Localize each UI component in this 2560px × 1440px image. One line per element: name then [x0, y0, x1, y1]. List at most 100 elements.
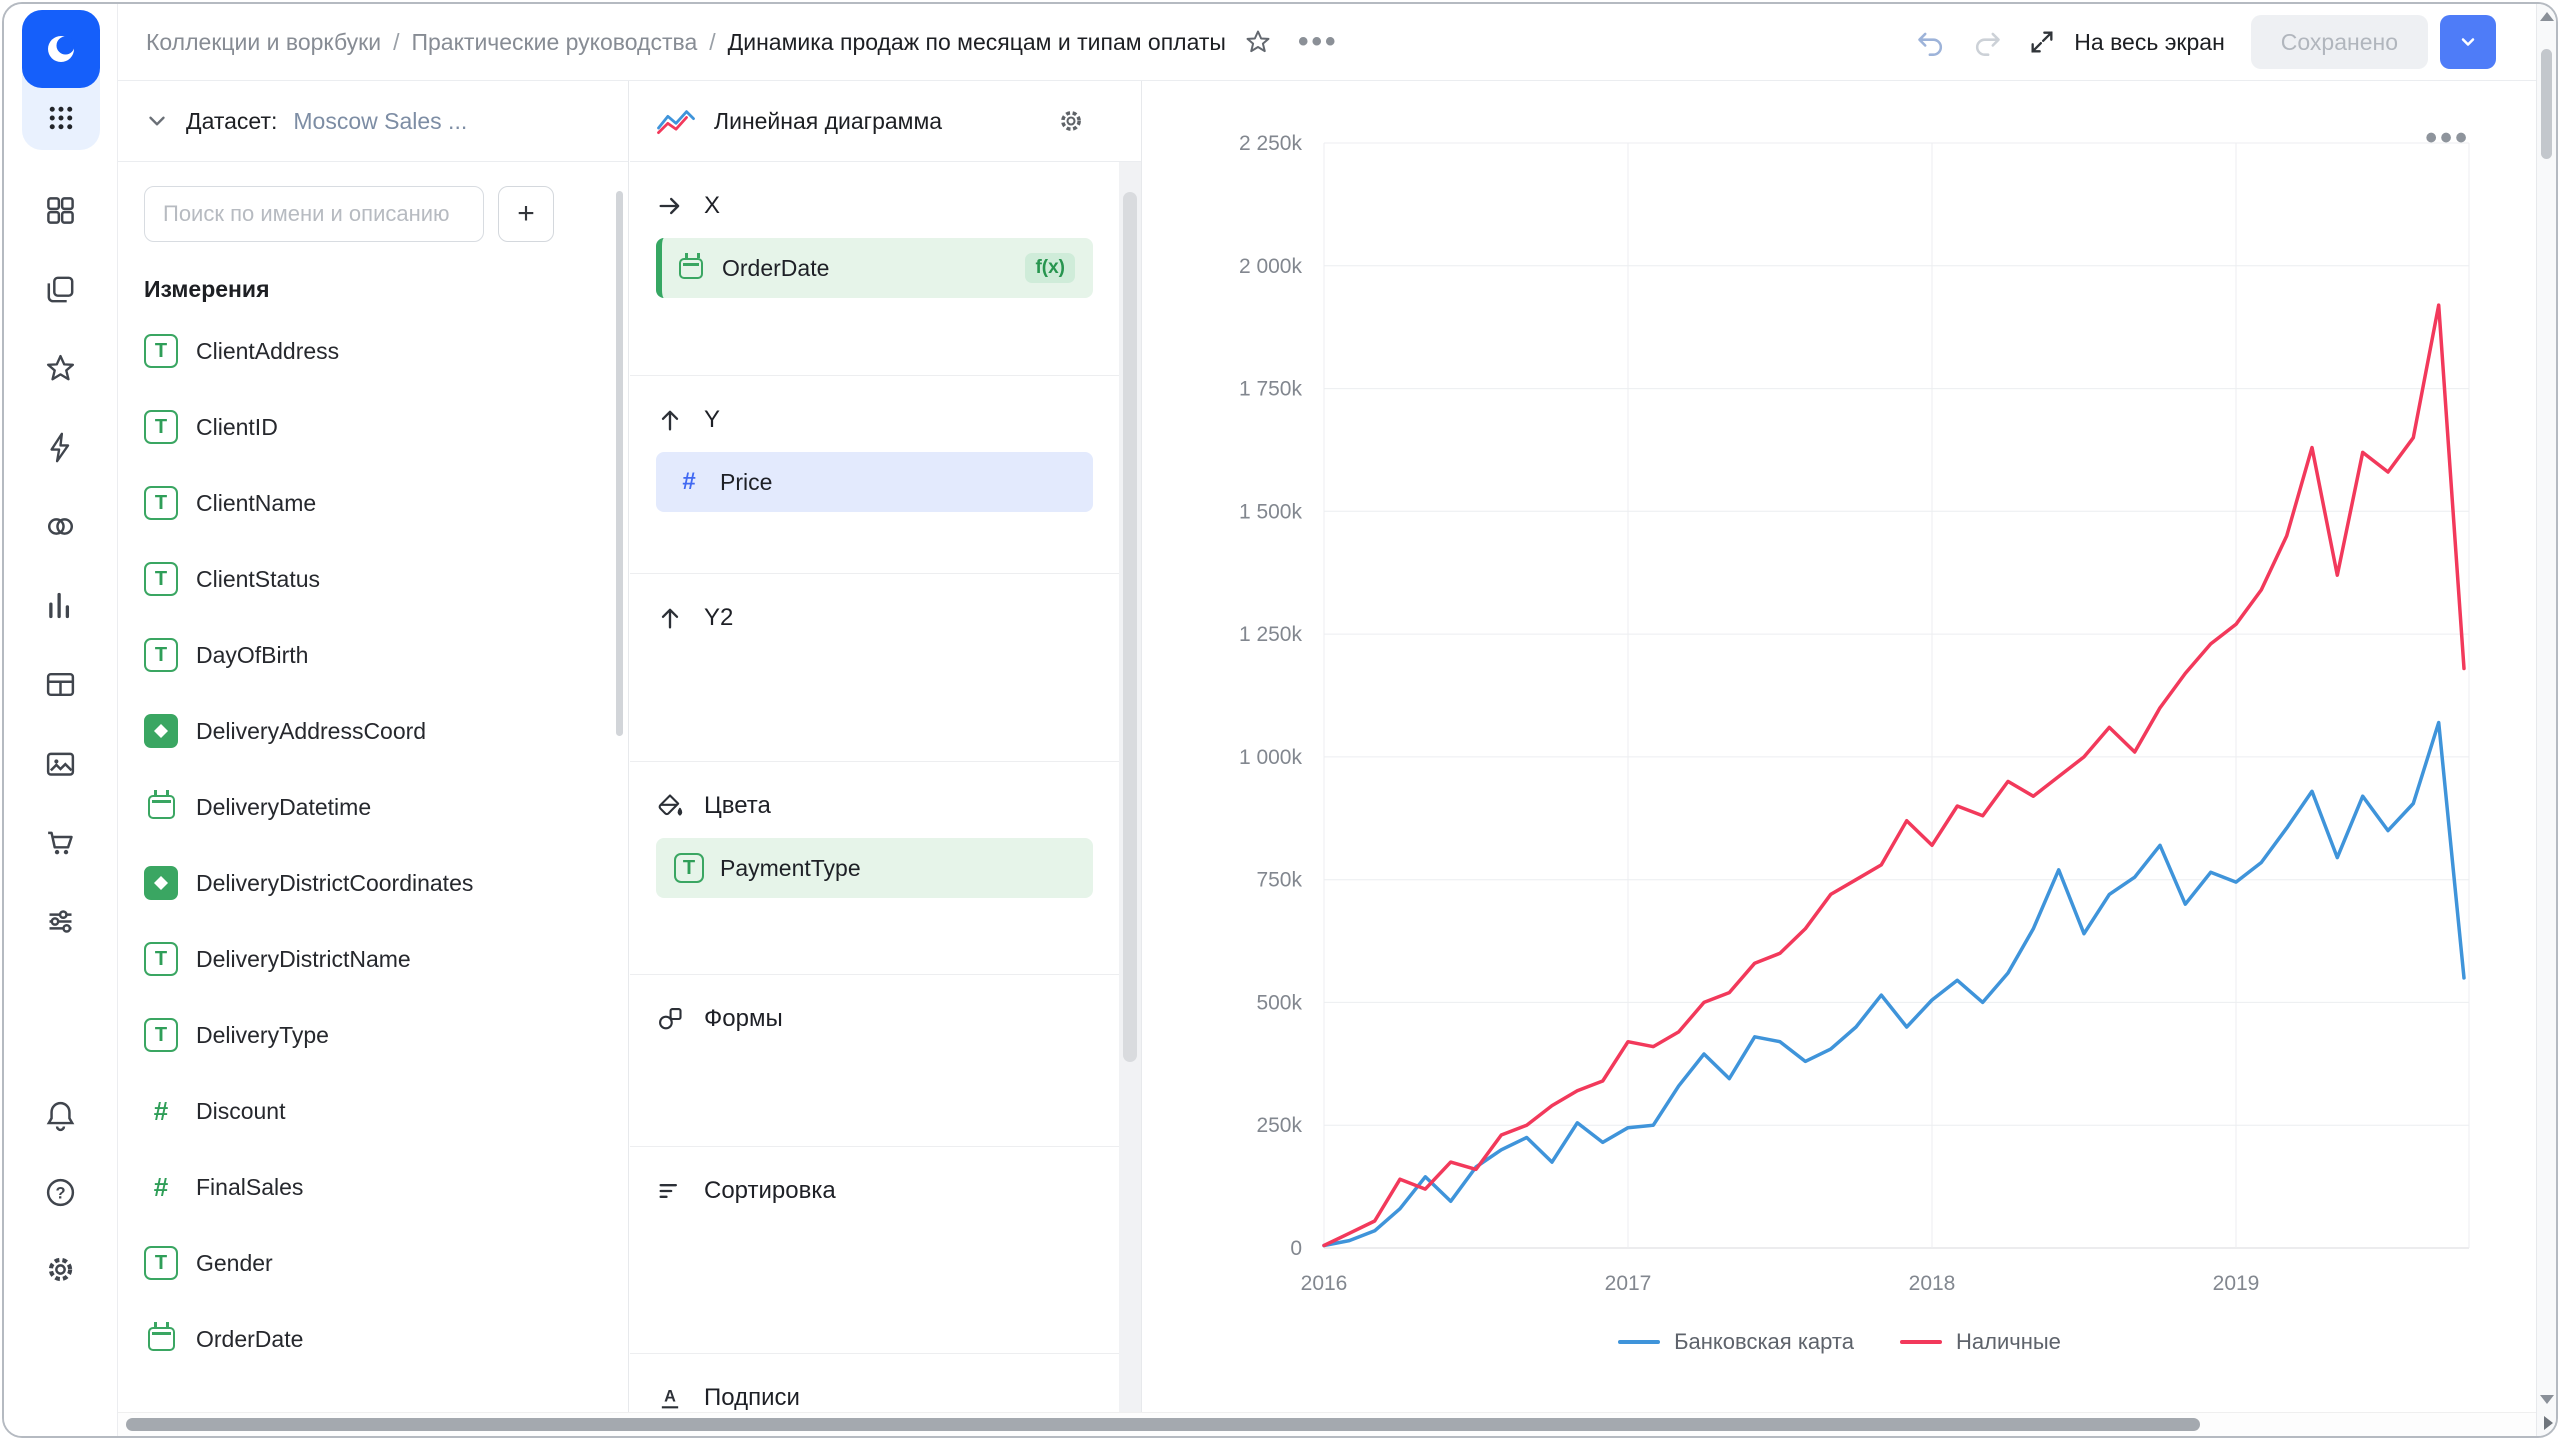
svg-text:2019: 2019	[2213, 1272, 2260, 1295]
field-item-ClientAddress[interactable]: T ClientAddress	[118, 313, 628, 389]
legend-line-sample	[1618, 1340, 1661, 1344]
topbar-actions: На весь экран Сохранено	[1916, 15, 2496, 69]
rail-nav	[44, 194, 77, 938]
field-item-Gender[interactable]: T Gender	[118, 1225, 628, 1301]
svg-text:0: 0	[1290, 1237, 1302, 1260]
section-x: X OrderDate f(x)	[630, 162, 1141, 376]
svg-text:750k: 750k	[1256, 869, 1302, 892]
legend-item[interactable]: Банковская карта	[1618, 1329, 1854, 1355]
chart-menu-icon[interactable]: •••	[2425, 119, 2470, 157]
number-field-icon: #	[153, 1171, 169, 1202]
page-title: Динамика продаж по месяцам и типам оплат…	[727, 28, 1226, 55]
notifications-bell-icon[interactable]	[44, 1099, 77, 1132]
vertical-scrollbar[interactable]	[2536, 4, 2556, 1436]
field-item-OrderDate[interactable]: OrderDate	[118, 1301, 628, 1377]
svg-text:1 000k: 1 000k	[1239, 746, 1303, 769]
field-item-DeliveryAddressCoord[interactable]: DeliveryAddressCoord	[118, 693, 628, 769]
chart-svg: 2 250k 2 000k 1 750k 1 500k 1 250k 1 000k 750k…	[1143, 81, 2536, 1326]
add-field-button[interactable]: +	[498, 186, 554, 242]
dataset-name-link[interactable]: Moscow Sales ...	[293, 107, 468, 134]
help-icon[interactable]: ?	[44, 1176, 77, 1209]
topbar: Коллекции и воркбуки / Практические руко…	[118, 4, 2536, 81]
vertical-scrollbar-thumb[interactable]	[2541, 49, 2552, 159]
section-y2: Y2	[630, 574, 1141, 762]
quick-actions-bolt-icon[interactable]	[44, 431, 77, 464]
fullscreen-label[interactable]: На весь экран	[2074, 28, 2225, 55]
arrow-up-icon	[656, 406, 684, 434]
breadcrumb-collections[interactable]: Коллекции и воркбуки	[146, 28, 382, 55]
breadcrumb-separator: /	[393, 28, 400, 55]
charts-bars-icon[interactable]	[44, 589, 77, 622]
field-item-FinalSales[interactable]: # FinalSales	[118, 1149, 628, 1225]
text-field-icon: T	[144, 1018, 178, 1052]
config-scrollbar-thumb[interactable]	[1123, 192, 1137, 1062]
svg-text:2018: 2018	[1909, 1272, 1956, 1295]
field-pill-OrderDate[interactable]: OrderDate f(x)	[656, 238, 1093, 298]
dataset-scrollbar[interactable]	[616, 191, 623, 736]
rail-bottom: ?	[44, 1099, 77, 1286]
text-field-icon: T	[144, 942, 178, 976]
svg-text:?: ?	[55, 1185, 65, 1203]
apps-grid-icon[interactable]	[41, 98, 81, 138]
field-item-DeliveryType[interactable]: T DeliveryType	[118, 997, 628, 1073]
scroll-right-arrow-icon[interactable]	[2544, 1416, 2553, 1430]
field-item-DeliveryDistrictName[interactable]: T DeliveryDistrictName	[118, 921, 628, 997]
left-rail: ?	[4, 4, 118, 1436]
config-scrollbar-track[interactable]	[1119, 162, 1141, 1436]
svg-text:1 750k: 1 750k	[1239, 378, 1303, 401]
datalens-logo[interactable]	[21, 10, 100, 88]
scroll-down-arrow-icon[interactable]	[2540, 1395, 2554, 1404]
files-image-icon[interactable]	[44, 747, 77, 780]
date-field-icon	[144, 790, 178, 824]
fullscreen-icon[interactable]	[2028, 28, 2056, 56]
labels-icon: A	[656, 1384, 684, 1412]
field-item-DayOfBirth[interactable]: T DayOfBirth	[118, 617, 628, 693]
chevron-down-icon[interactable]	[144, 108, 170, 134]
horizontal-scrollbar-thumb[interactable]	[126, 1418, 2200, 1431]
geo-field-icon	[144, 714, 178, 748]
chart-settings-gear-icon[interactable]	[1057, 107, 1085, 135]
legend-item[interactable]: Наличные	[1899, 1329, 2061, 1355]
scroll-up-arrow-icon[interactable]	[2540, 12, 2554, 21]
svg-text:2017: 2017	[1605, 1272, 1652, 1295]
legend-line-sample	[1899, 1340, 1942, 1344]
section-shapes: Формы	[630, 975, 1141, 1147]
field-item-DeliveryDatetime[interactable]: DeliveryDatetime	[118, 769, 628, 845]
field-item-DeliveryDistrictCoordinates[interactable]: DeliveryDistrictCoordinates	[118, 845, 628, 921]
datasets-venn-icon[interactable]	[44, 510, 77, 543]
redo-icon[interactable]	[1972, 28, 2002, 56]
field-item-ClientStatus[interactable]: T ClientStatus	[118, 541, 628, 617]
svg-text:250k: 250k	[1256, 1114, 1302, 1137]
chart-config-panel: Линейная диаграмма X OrderDate f(x) Y	[630, 81, 1142, 1436]
settings-gear-icon[interactable]	[44, 1253, 77, 1286]
field-item-ClientID[interactable]: T ClientID	[118, 389, 628, 465]
horizontal-scrollbar[interactable]	[118, 1412, 2536, 1436]
tables-icon[interactable]	[44, 668, 77, 701]
breadcrumb: Коллекции и воркбуки / Практические руко…	[146, 29, 1226, 56]
svg-text:1 500k: 1 500k	[1239, 500, 1303, 523]
svg-text:500k: 500k	[1256, 991, 1302, 1014]
field-pill-PaymentType[interactable]: T PaymentType	[656, 838, 1093, 898]
dataset-header: Датасет: Moscow Sales ...	[118, 81, 628, 162]
collections-icon[interactable]	[44, 273, 77, 306]
widgets-icon[interactable]	[44, 194, 77, 227]
paint-icon	[656, 792, 684, 820]
favorite-star-icon[interactable]	[1244, 28, 1272, 56]
more-menu-icon[interactable]: •••	[1297, 25, 1339, 58]
favorites-star-icon[interactable]	[44, 352, 77, 385]
field-item-ClientName[interactable]: T ClientName	[118, 465, 628, 541]
undo-icon[interactable]	[1916, 28, 1946, 56]
text-field-icon: T	[144, 334, 178, 368]
text-field-icon: T	[674, 853, 704, 883]
field-item-Discount[interactable]: # Discount	[118, 1073, 628, 1149]
chart-type-title[interactable]: Линейная диаграмма	[714, 107, 943, 134]
service-settings-sliders-icon[interactable]	[44, 905, 77, 938]
chart-panel: 2 250k 2 000k 1 750k 1 500k 1 250k 1 000k 750k…	[1143, 81, 2536, 1412]
save-dropdown-button[interactable]	[2440, 15, 2496, 69]
marketplace-cart-icon[interactable]	[44, 826, 77, 859]
saved-button[interactable]: Сохранено	[2250, 15, 2428, 69]
breadcrumb-guides[interactable]: Практические руководства	[411, 28, 698, 55]
field-pill-Price[interactable]: # Price	[656, 452, 1093, 512]
search-input[interactable]	[144, 186, 484, 242]
